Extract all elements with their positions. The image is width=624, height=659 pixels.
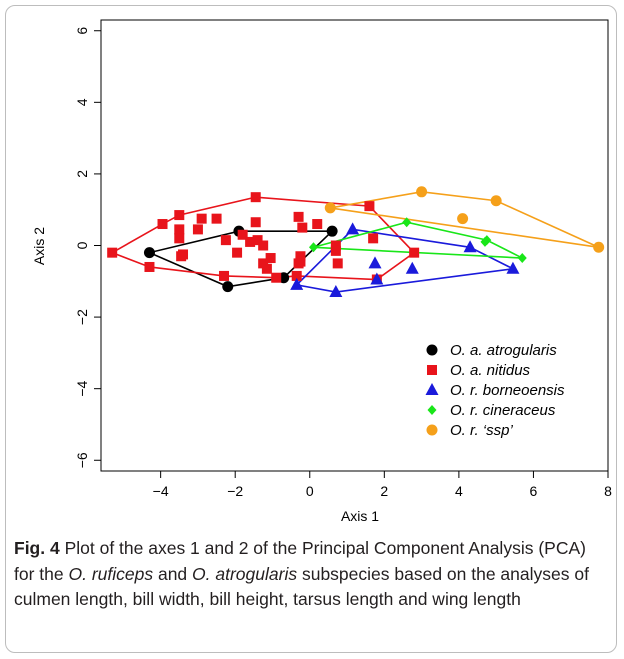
legend-marker-o-r-borneoensis bbox=[425, 383, 439, 395]
point-o-r-cineraceus bbox=[517, 253, 527, 264]
legend-marker-o-r-ssp bbox=[426, 424, 438, 436]
caption-text-2: and bbox=[153, 563, 193, 584]
point-o-a-nitidus bbox=[219, 270, 230, 281]
figure-label: Fig. 4 bbox=[14, 538, 60, 558]
point-o-a-nitidus bbox=[157, 219, 168, 230]
point-o-r-cineraceus bbox=[308, 242, 318, 253]
caption-species-2: O. atrogularis bbox=[192, 563, 298, 584]
point-o-r-ssp bbox=[457, 213, 469, 225]
legend: O. a. atrogularis O. a. nitidus O. r. born… bbox=[425, 342, 565, 439]
point-o-a-nitidus bbox=[293, 211, 304, 222]
y-tick-label: −2 bbox=[74, 309, 90, 325]
caption-text-3: subspecies based on the analyses of culm… bbox=[14, 563, 589, 610]
point-o-r-borneoensis bbox=[329, 285, 343, 298]
point-o-a-nitidus bbox=[295, 251, 306, 262]
y-tick-label: −4 bbox=[74, 380, 90, 396]
point-o-a-nitidus bbox=[220, 235, 231, 246]
y-tick-label: 6 bbox=[74, 27, 90, 35]
point-o-a-nitidus bbox=[312, 219, 323, 230]
point-o-a-nitidus bbox=[409, 247, 420, 258]
point-o-r-borneoensis bbox=[506, 261, 520, 274]
caption-species-1: O. ruficeps bbox=[68, 563, 154, 584]
point-o-a-nitidus bbox=[178, 249, 189, 260]
point-o-a-atrogularis bbox=[222, 281, 234, 293]
point-o-a-nitidus bbox=[232, 247, 243, 258]
y-tick-label: −6 bbox=[74, 452, 90, 468]
figure-frame bbox=[5, 5, 617, 653]
x-tick-label: 6 bbox=[530, 483, 538, 499]
point-layer bbox=[107, 186, 605, 298]
point-o-r-cineraceus bbox=[482, 235, 492, 246]
legend-label-o-r-borneoensis: O. r. borneoensis bbox=[450, 382, 565, 399]
point-o-a-nitidus bbox=[332, 258, 343, 269]
point-o-a-nitidus bbox=[250, 192, 261, 203]
caption-text-1: Plot of the axes 1 and 2 of the Principa… bbox=[14, 538, 586, 584]
x-tick-label: −4 bbox=[153, 483, 169, 499]
point-o-a-nitidus bbox=[295, 256, 306, 267]
point-o-a-nitidus bbox=[174, 233, 185, 244]
point-o-a-nitidus bbox=[265, 253, 276, 264]
point-o-a-nitidus bbox=[211, 213, 222, 224]
point-o-a-nitidus bbox=[330, 245, 341, 256]
legend-label-o-r-cineraceus: O. r. cineraceus bbox=[450, 402, 556, 419]
legend-label-o-r-ssp: O. r. ‘ssp’ bbox=[450, 422, 513, 439]
y-tick-label: 0 bbox=[74, 241, 90, 249]
point-o-r-ssp bbox=[324, 202, 336, 214]
point-o-a-atrogularis bbox=[326, 225, 338, 237]
x-tick-label: 2 bbox=[380, 483, 388, 499]
point-o-r-borneoensis bbox=[346, 222, 360, 235]
x-tick-label: −2 bbox=[227, 483, 243, 499]
point-o-r-borneoensis bbox=[290, 277, 304, 290]
point-o-a-nitidus bbox=[252, 235, 263, 246]
y-axis: −6 −4 −2 0 2 4 6 bbox=[74, 27, 102, 468]
point-o-a-nitidus bbox=[330, 240, 341, 251]
legend-label-o-a-nitidus: O. a. nitidus bbox=[450, 362, 531, 379]
y-tick-label: 4 bbox=[74, 98, 90, 106]
point-o-a-nitidus bbox=[261, 263, 272, 274]
point-o-r-borneoensis bbox=[368, 256, 382, 269]
point-o-a-nitidus bbox=[107, 247, 118, 258]
x-tick-label: 4 bbox=[455, 483, 463, 499]
point-o-a-nitidus bbox=[250, 217, 261, 228]
legend-marker-o-a-nitidus bbox=[427, 365, 437, 375]
point-o-a-nitidus bbox=[237, 229, 248, 240]
point-o-a-nitidus bbox=[144, 261, 155, 272]
point-o-a-nitidus bbox=[258, 240, 269, 251]
legend-marker-o-r-cineraceus bbox=[427, 405, 437, 415]
point-o-r-borneoensis bbox=[405, 261, 419, 274]
point-o-a-nitidus bbox=[245, 236, 256, 247]
point-o-r-ssp bbox=[593, 241, 605, 253]
legend-label-o-a-atrogularis: O. a. atrogularis bbox=[450, 342, 557, 359]
point-o-r-ssp bbox=[490, 195, 502, 207]
legend-marker-o-a-atrogularis bbox=[426, 344, 438, 356]
hull-layer bbox=[110, 191, 600, 293]
point-o-a-nitidus bbox=[192, 224, 203, 235]
hull-o-a-atrogularis bbox=[146, 230, 335, 288]
point-o-a-nitidus bbox=[196, 213, 207, 224]
x-axis-title: Axis 1 bbox=[341, 508, 379, 524]
point-o-a-nitidus bbox=[364, 201, 375, 212]
point-o-r-borneoensis bbox=[370, 272, 384, 285]
point-o-r-cineraceus bbox=[402, 217, 412, 228]
pca-scatter-plot: −4 −2 0 2 4 6 8 −6 −4 −2 0 2 4 6 Axis 1 Axis 2 O. a.… bbox=[31, 19, 612, 524]
point-o-r-ssp bbox=[416, 186, 428, 198]
point-o-a-nitidus bbox=[174, 210, 185, 221]
point-o-a-nitidus bbox=[368, 233, 379, 244]
point-o-a-nitidus bbox=[271, 272, 282, 283]
point-o-a-nitidus bbox=[297, 222, 308, 233]
point-o-a-nitidus bbox=[174, 224, 185, 235]
point-o-a-nitidus bbox=[258, 258, 269, 269]
point-o-a-atrogularis bbox=[143, 247, 155, 259]
x-axis: −4 −2 0 2 4 6 8 bbox=[153, 470, 612, 499]
x-tick-label: 8 bbox=[604, 483, 612, 499]
y-axis-title: Axis 2 bbox=[31, 227, 47, 265]
y-tick-label: 2 bbox=[74, 170, 90, 178]
x-tick-label: 0 bbox=[306, 483, 314, 499]
figure-caption: Fig. 4 Plot of the axes 1 and 2 of the P… bbox=[14, 536, 610, 613]
point-o-r-borneoensis bbox=[463, 240, 477, 253]
point-o-a-nitidus bbox=[291, 270, 302, 281]
